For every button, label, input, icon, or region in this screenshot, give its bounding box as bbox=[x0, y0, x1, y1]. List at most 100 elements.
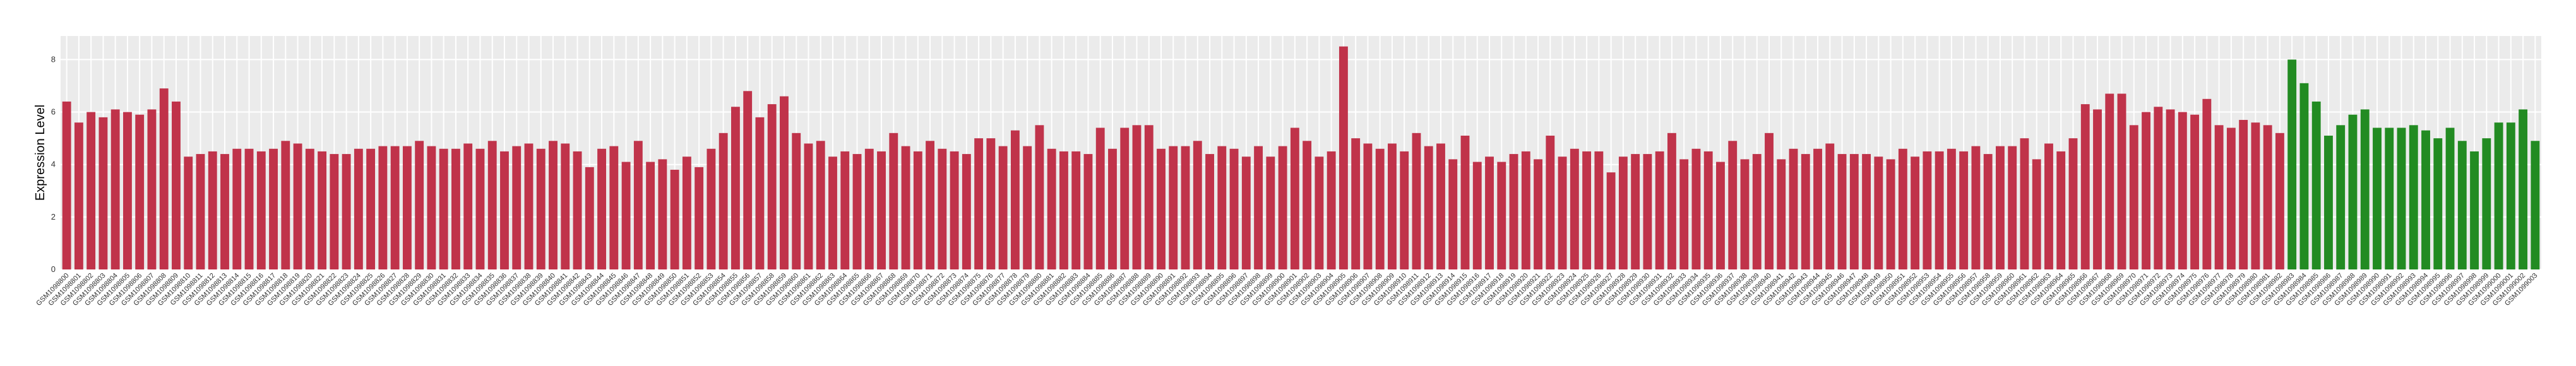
bar bbox=[1923, 151, 1932, 269]
y-tick-label: 6 bbox=[51, 107, 56, 117]
bar bbox=[1023, 146, 1032, 269]
bar bbox=[913, 151, 922, 269]
bar bbox=[1400, 151, 1409, 269]
bar bbox=[1558, 156, 1567, 269]
bar bbox=[415, 141, 424, 269]
bar bbox=[621, 162, 631, 269]
bar bbox=[974, 138, 984, 269]
bar bbox=[487, 141, 497, 269]
bar bbox=[184, 156, 193, 269]
bar bbox=[427, 146, 436, 269]
bar bbox=[1740, 159, 1750, 269]
bar bbox=[1144, 125, 1154, 269]
bar bbox=[998, 146, 1008, 269]
bar bbox=[585, 167, 594, 269]
bar bbox=[330, 154, 339, 269]
bar bbox=[719, 133, 728, 269]
bar bbox=[695, 167, 704, 269]
bar bbox=[852, 154, 862, 269]
bar bbox=[536, 148, 546, 269]
bar bbox=[1765, 133, 1774, 269]
bar bbox=[1278, 146, 1287, 269]
bar bbox=[1047, 148, 1056, 269]
bar bbox=[2360, 109, 2370, 269]
bar bbox=[2190, 114, 2200, 269]
bar bbox=[269, 148, 278, 269]
bar bbox=[1169, 146, 1178, 269]
bar bbox=[1898, 148, 1907, 269]
bar bbox=[2202, 98, 2212, 270]
bar bbox=[2275, 133, 2284, 269]
bar bbox=[110, 109, 120, 269]
y-tick-label: 4 bbox=[51, 160, 56, 169]
bar bbox=[2080, 104, 2090, 269]
bar bbox=[524, 143, 534, 269]
bar bbox=[172, 101, 181, 269]
bar bbox=[500, 151, 509, 269]
bar bbox=[2494, 122, 2503, 269]
bar bbox=[2409, 125, 2418, 269]
bar bbox=[2519, 109, 2528, 269]
bar bbox=[1241, 156, 1251, 269]
bar bbox=[1059, 151, 1068, 269]
bar bbox=[147, 109, 157, 269]
bar bbox=[816, 141, 825, 269]
bar bbox=[670, 170, 679, 269]
bar bbox=[2056, 151, 2066, 269]
bar bbox=[2457, 141, 2467, 269]
bar bbox=[2044, 143, 2053, 269]
bar bbox=[2166, 109, 2175, 269]
bar bbox=[135, 114, 145, 269]
bar bbox=[2445, 127, 2455, 269]
bar bbox=[2470, 151, 2479, 269]
bar bbox=[1594, 151, 1604, 269]
bar bbox=[1849, 154, 1859, 269]
bar bbox=[1290, 127, 1299, 269]
y-axis-title: Expression Level bbox=[33, 105, 47, 201]
bar bbox=[1266, 156, 1275, 269]
bar bbox=[1825, 143, 1835, 269]
bar bbox=[1083, 154, 1093, 269]
bar bbox=[1813, 148, 1822, 269]
plot-panel bbox=[61, 36, 2541, 269]
bar bbox=[609, 146, 619, 269]
bar bbox=[2154, 107, 2163, 269]
bar bbox=[2433, 138, 2443, 269]
bar bbox=[402, 146, 412, 269]
bar bbox=[864, 148, 874, 269]
bar bbox=[475, 148, 485, 269]
bar bbox=[1388, 143, 1397, 269]
bar bbox=[1703, 151, 1713, 269]
y-tick-label: 0 bbox=[51, 264, 56, 274]
bar bbox=[633, 141, 643, 269]
bar bbox=[1497, 162, 1506, 269]
bar bbox=[1667, 133, 1676, 269]
bar bbox=[1217, 146, 1227, 269]
bar bbox=[512, 146, 522, 269]
bar bbox=[2129, 125, 2138, 269]
bar bbox=[1132, 125, 1142, 269]
bar bbox=[1205, 154, 1214, 269]
bar bbox=[2251, 122, 2260, 269]
bar bbox=[378, 146, 388, 269]
bar bbox=[2421, 130, 2430, 269]
bar bbox=[1193, 141, 1202, 269]
bar bbox=[2226, 127, 2236, 269]
bar bbox=[1874, 156, 1883, 269]
bar bbox=[1035, 125, 1044, 269]
bar bbox=[1460, 135, 1470, 269]
bar bbox=[281, 141, 290, 269]
bar bbox=[1911, 156, 1920, 269]
bar bbox=[366, 148, 376, 269]
bar bbox=[804, 143, 813, 269]
bar bbox=[986, 138, 996, 269]
bar bbox=[2397, 127, 2406, 269]
bar bbox=[463, 143, 473, 269]
bar bbox=[1983, 154, 1993, 269]
bar bbox=[682, 156, 691, 269]
bar bbox=[792, 133, 801, 269]
bar bbox=[2178, 112, 2187, 269]
bar bbox=[1534, 159, 1542, 269]
bar bbox=[1837, 154, 1847, 269]
bar bbox=[828, 156, 837, 269]
